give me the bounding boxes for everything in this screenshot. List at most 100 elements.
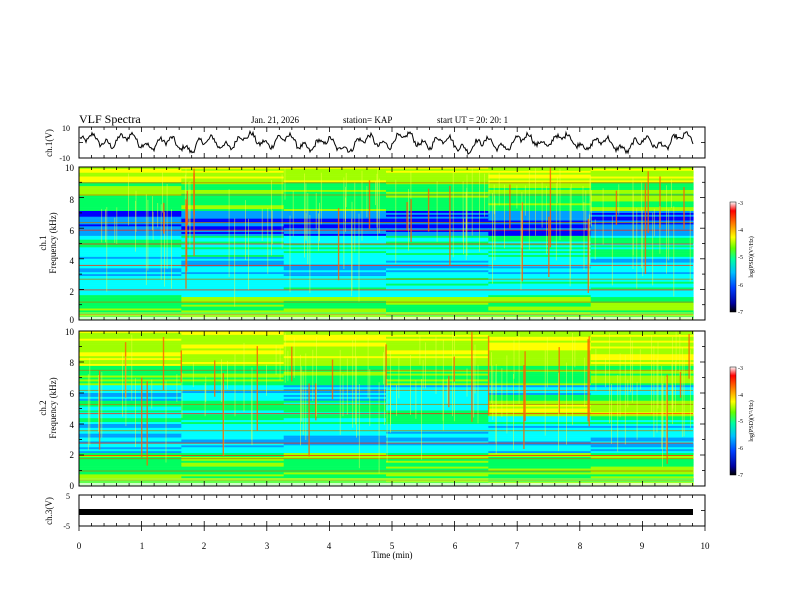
sferic-streak — [367, 337, 369, 399]
spectrogram-cell — [488, 385, 592, 388]
spectrogram-cell — [181, 427, 285, 431]
sferic-streak — [185, 168, 187, 194]
sferic-streak — [116, 207, 118, 244]
spectrogram-cell — [181, 293, 285, 296]
sferic-streak — [589, 178, 591, 264]
spectrogram-cell — [488, 285, 592, 288]
spectrogram-cell — [488, 256, 592, 260]
spectrogram-cell — [386, 381, 489, 384]
spectrogram-cell — [79, 367, 182, 371]
spectrogram-cell — [283, 427, 387, 431]
spectrogram-cell — [79, 188, 182, 191]
sferic-streak — [662, 383, 663, 467]
spectrogram-cell — [283, 174, 387, 177]
spectrogram-cell — [386, 460, 489, 464]
spectrogram-cell — [386, 451, 489, 454]
sferic-streak — [386, 379, 388, 463]
sferic-streak — [641, 182, 643, 268]
spectrogram-cell — [590, 387, 694, 390]
spectrogram-cell — [386, 410, 489, 413]
spectrogram-cell — [590, 224, 694, 227]
spectrogram-cell — [181, 476, 285, 479]
spectrogram-cell — [181, 195, 285, 198]
spectrogram-cell — [181, 176, 285, 179]
sferic-streak — [192, 362, 194, 387]
spectrogram-cell — [488, 237, 592, 240]
spectrogram-cell — [79, 455, 182, 458]
spectrogram-cell — [590, 447, 694, 450]
sferic-streak — [318, 213, 319, 251]
sferic-streak — [305, 353, 307, 440]
spectral-line — [79, 182, 693, 184]
sferic-streak — [383, 352, 384, 385]
spectrogram-cell — [488, 373, 592, 376]
spectrogram-cell — [590, 422, 694, 425]
spectrogram-cell — [590, 287, 694, 290]
spectrogram-cell — [181, 222, 285, 225]
spectrogram-cell — [79, 441, 182, 444]
sferic-streak — [98, 375, 99, 433]
spectrogram-cell — [386, 362, 489, 365]
spectrogram-cell — [181, 235, 285, 239]
spectrogram-cell — [386, 332, 489, 336]
spectrogram-cell — [181, 302, 285, 305]
spectrogram-cell — [386, 383, 489, 386]
sferic-streak — [410, 199, 412, 242]
spectrogram-cell — [283, 249, 387, 252]
spectrogram-cell — [181, 207, 285, 210]
spectrogram-cell — [386, 249, 489, 252]
sferic-streak — [659, 176, 661, 228]
spectrogram-cell — [79, 466, 182, 469]
spectrogram-cell — [488, 188, 592, 191]
spectrogram-cell — [181, 310, 285, 313]
spectrogram-cell — [590, 416, 694, 419]
spectrogram-cell — [181, 456, 285, 460]
spectrogram-cell — [488, 281, 592, 284]
spectrogram-cell — [590, 172, 694, 175]
spectrogram-cell — [181, 451, 285, 454]
spectrogram-cell — [181, 369, 285, 372]
spectrogram-cell — [79, 256, 182, 260]
spectrogram-cell — [283, 203, 387, 206]
spectrogram-cell — [386, 344, 489, 347]
spectrogram-cell — [590, 291, 694, 294]
spectrogram-cell — [488, 425, 592, 429]
spectrogram-cell — [181, 182, 285, 185]
sferic-streak — [651, 335, 652, 413]
spectrogram-cell — [79, 418, 182, 421]
sferic-streak — [307, 193, 309, 265]
spec1-ytick-0: 0 — [70, 315, 75, 325]
spectrogram-cell — [181, 268, 285, 271]
spectrogram-cell — [283, 274, 387, 277]
spectrogram-cell — [590, 230, 694, 233]
spec2-ylabel-frequency: Frequency (kHz) — [48, 377, 58, 438]
spectrogram-cell — [79, 369, 182, 372]
spectrogram-cell — [386, 297, 489, 300]
spectrogram-cell — [283, 435, 387, 438]
spectrogram-cell — [590, 381, 694, 384]
spectrogram-cell — [590, 437, 694, 440]
spectrogram-cell — [488, 258, 592, 262]
spectrogram-cell — [79, 338, 182, 341]
spectrogram-cell — [488, 381, 592, 384]
spectrogram-cell — [181, 371, 285, 374]
spectrogram-cell — [181, 308, 285, 311]
spectrogram-cell — [181, 332, 285, 336]
spectrogram-cell — [283, 348, 387, 351]
spectrogram-cell — [181, 443, 285, 446]
spectrogram-cell — [181, 367, 285, 371]
spectral-line — [79, 470, 693, 472]
spectrogram-cell — [181, 342, 285, 345]
colorbar-ch2-gradient — [729, 366, 737, 476]
spectrogram-cell — [386, 293, 489, 296]
spectrogram-cell — [590, 474, 694, 477]
spec2-ytick-6: 6 — [70, 389, 75, 399]
sferic-streak — [284, 332, 286, 383]
spectrogram-cell — [79, 460, 182, 464]
sferic-streak — [673, 206, 675, 297]
spectrogram-cell — [590, 350, 694, 353]
spectrogram-cell — [590, 205, 694, 208]
spectrogram-cell — [590, 396, 694, 400]
spectrogram-cell — [386, 304, 489, 307]
spectrogram-cell — [590, 383, 694, 386]
